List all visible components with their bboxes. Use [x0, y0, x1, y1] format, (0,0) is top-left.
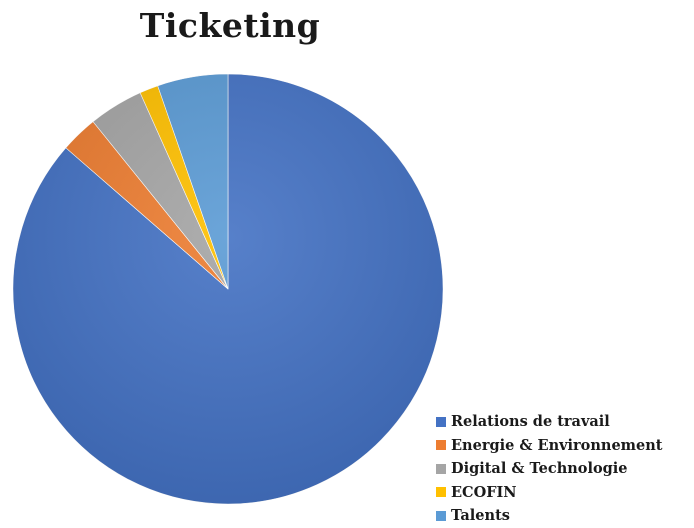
legend-item: Relations de travail	[436, 410, 694, 434]
legend-swatch	[436, 510, 446, 521]
legend-swatch	[436, 487, 446, 498]
legend-swatch	[436, 416, 446, 427]
legend-swatch	[436, 440, 446, 451]
legend-swatch	[436, 463, 446, 474]
legend-label: Energie & Environnement	[451, 436, 663, 454]
legend: Relations de travail Energie & Environnem…	[436, 410, 694, 528]
legend-label: ECOFIN	[451, 483, 517, 501]
legend-label: Relations de travail	[451, 413, 610, 431]
chart-title: Ticketing	[139, 6, 321, 45]
legend-item: ECOFIN	[436, 481, 694, 505]
legend-label: Talents	[451, 507, 510, 525]
legend-item: Talents	[436, 504, 694, 528]
legend-item: Energie & Environnement	[436, 434, 694, 458]
legend-label: Digital & Technologie	[451, 460, 628, 478]
legend-item: Digital & Technologie	[436, 457, 694, 481]
pie-slices	[12, 73, 444, 505]
